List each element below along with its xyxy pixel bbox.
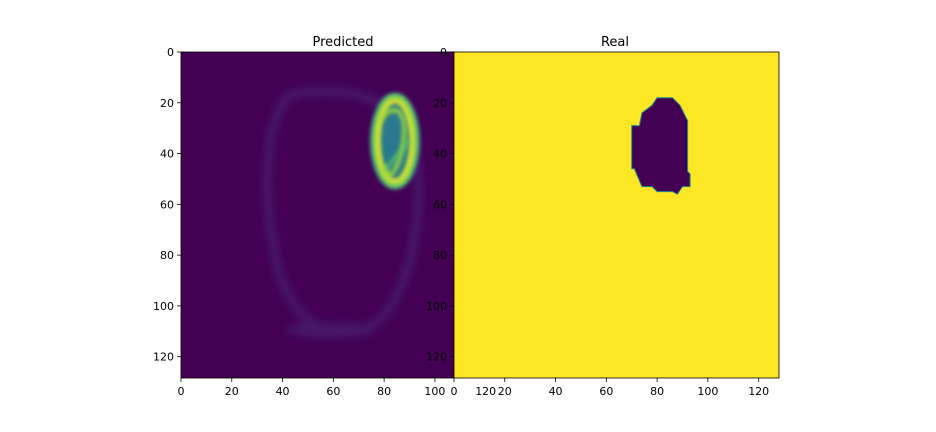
real-x-tick-label: 0	[451, 385, 458, 398]
real-x-axis: 0 20 40 60 80 100 120	[451, 378, 769, 398]
predicted-y-tick-label: 20	[160, 97, 174, 110]
real-y-tick-label: 100	[426, 300, 447, 313]
real-y-tick-label: 60	[433, 198, 447, 211]
predicted-x-tick-label: 0	[178, 385, 185, 398]
real-heatmap-background	[454, 52, 779, 378]
real-x-tick-label: 20	[498, 385, 512, 398]
real-x-tick-label: 60	[599, 385, 613, 398]
real-y-tick-label: 120	[426, 351, 447, 364]
real-x-tick-label: 40	[549, 385, 563, 398]
predicted-y-tick-label: 60	[160, 198, 174, 211]
predicted-x-axis: 0 20 40 60 80 100 120	[178, 378, 496, 398]
predicted-panel: Predicted 0 20 40 60 80 100 120 0 20 40 60 80 100 12…	[153, 35, 496, 398]
real-x-tick-label: 80	[650, 385, 664, 398]
real-panel: Real 0 20 40 60 80 100 120 0 20 40 60 80 100 120	[426, 35, 780, 398]
real-y-tick-label: 0	[440, 46, 447, 59]
real-frame	[453, 51, 780, 379]
real-y-tick-label: 20	[433, 97, 447, 110]
real-y-axis: 0 20 40 60 80 100 120	[426, 46, 454, 364]
predicted-x-tick-label: 100	[424, 385, 445, 398]
predicted-x-tick-label: 120	[475, 385, 496, 398]
real-y-tick-label: 80	[433, 249, 447, 262]
real-title: Real	[601, 35, 629, 50]
real-tumor-mask	[631, 97, 691, 195]
predicted-x-tick-label: 60	[326, 385, 340, 398]
real-y-tick-label: 40	[433, 148, 447, 161]
predicted-y-axis: 0 20 40 60 80 100 120	[153, 46, 181, 364]
predicted-title: Predicted	[312, 35, 373, 50]
predicted-hotspot	[370, 93, 420, 189]
predicted-x-tick-label: 40	[276, 385, 290, 398]
predicted-y-tick-label: 80	[160, 249, 174, 262]
real-x-tick-label: 100	[697, 385, 718, 398]
predicted-y-tick-label: 40	[160, 148, 174, 161]
predicted-x-tick-label: 80	[377, 385, 391, 398]
predicted-y-tick-label: 0	[167, 46, 174, 59]
predicted-y-tick-label: 100	[153, 300, 174, 313]
real-x-tick-label: 120	[748, 385, 769, 398]
predicted-x-tick-label: 20	[225, 385, 239, 398]
predicted-y-tick-label: 120	[153, 351, 174, 364]
